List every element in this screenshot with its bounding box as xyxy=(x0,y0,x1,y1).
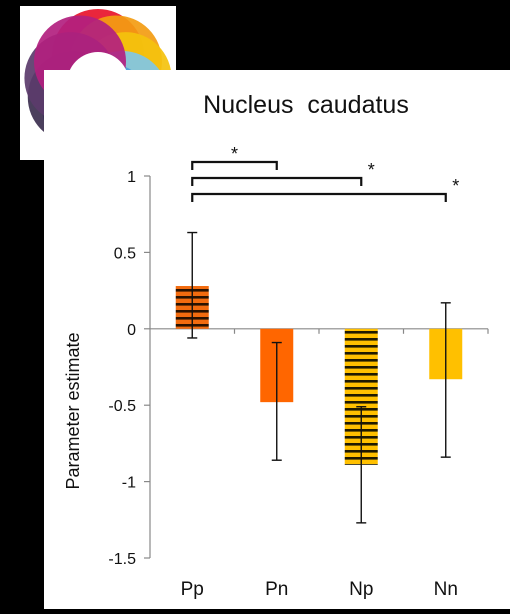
bars xyxy=(175,286,463,465)
chart-title: Nucleus caudatus xyxy=(203,91,409,119)
x-tick-label: Pp xyxy=(181,579,204,600)
bar-chart-panel: Nucleus caudatus Parameter estimate * * * … xyxy=(44,70,510,609)
y-tick-label: -1.5 xyxy=(108,551,136,568)
bar-chart: Nucleus caudatus Parameter estimate * ** … xyxy=(63,91,489,600)
significance-star: * xyxy=(368,160,375,180)
y-tick-label: -0.5 xyxy=(108,398,136,415)
significance-star: * xyxy=(452,176,459,196)
error-bars xyxy=(187,231,451,524)
y-tick-label: -1 xyxy=(122,475,136,492)
tick-labels: 1 0.5 0 -0.5 -1 -1.5 Pp Pn Np Nn xyxy=(108,169,457,600)
x-tick-label: Np xyxy=(349,579,373,600)
y-tick-label: 0.5 xyxy=(114,245,136,262)
x-tick-label: Pn xyxy=(265,579,288,600)
significance-bracket xyxy=(191,176,363,186)
y-axis-label: Parameter estimate xyxy=(63,332,83,489)
significance-bracket xyxy=(191,192,447,202)
x-tick-label: Nn xyxy=(434,579,458,600)
significance-brackets: * * * xyxy=(191,144,459,202)
significance-bracket xyxy=(191,160,278,170)
y-tick-label: 0 xyxy=(127,322,136,339)
significance-star: * xyxy=(231,144,238,164)
y-tick-label: 1 xyxy=(127,169,136,186)
